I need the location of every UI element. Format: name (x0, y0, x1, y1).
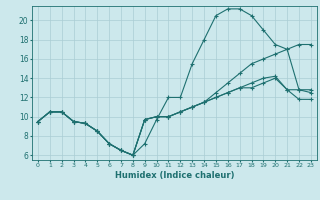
X-axis label: Humidex (Indice chaleur): Humidex (Indice chaleur) (115, 171, 234, 180)
